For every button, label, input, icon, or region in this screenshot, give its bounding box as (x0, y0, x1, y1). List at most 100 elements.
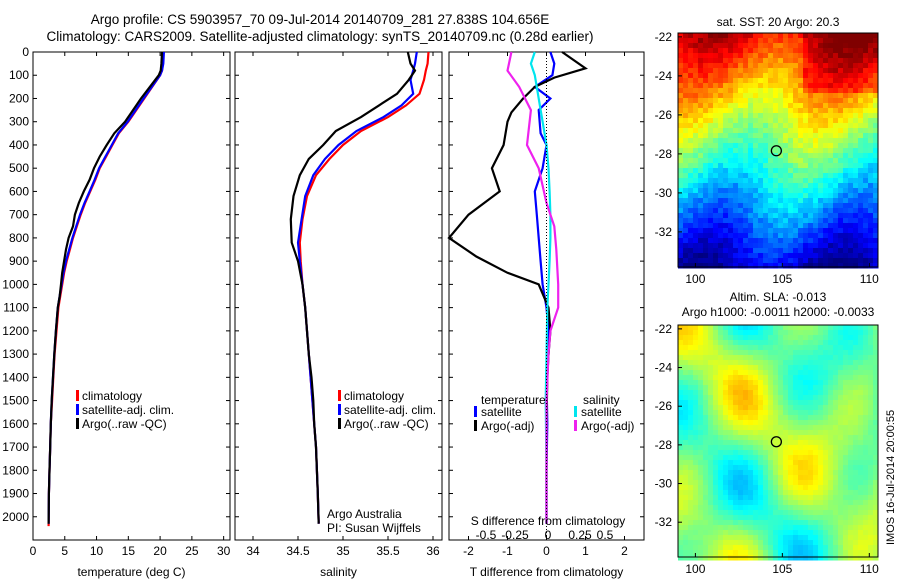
salinity-xtick-label: 34.5 (286, 544, 310, 558)
sla_map-ytick-label: -24 (655, 361, 673, 375)
difference-xtick-label: 1 (582, 544, 589, 558)
sla_map-ytick-label: -28 (655, 438, 673, 452)
sst_map-ytick-label: -32 (655, 225, 673, 239)
temperature-xtick-label: 30 (217, 544, 231, 558)
temperature-xtick-label: 5 (61, 544, 68, 558)
sla_map-ytick-label: -30 (655, 477, 673, 491)
difference-top-tick-label: 0 (545, 528, 552, 542)
depth-tick-label: 1700 (2, 440, 29, 454)
sst_map-ytick-label: -22 (655, 30, 673, 44)
sst_map-xtick-label: 105 (772, 272, 792, 286)
temperature-legend-entry-0: climatology (82, 389, 142, 403)
difference-legend-entry-0: satellite (481, 405, 522, 419)
depth-tick-label: 1800 (2, 463, 29, 477)
depth-tick-label: 1300 (2, 347, 29, 361)
difference-series-0 (532, 51, 556, 524)
sst_map-argo-location-marker (770, 145, 783, 157)
depth-tick-label: 800 (9, 231, 29, 245)
difference-top-tick-label: -0.25 (501, 528, 529, 542)
salinity-legend-entry-1: satellite-adj. clim. (344, 403, 436, 417)
difference-legend-entry-1: Argo(-adj) (481, 419, 534, 433)
temperature-legend-swatch-1 (76, 404, 79, 415)
difference-legend-swatch-3 (574, 420, 577, 431)
difference-xtick-label: -1 (502, 544, 513, 558)
header-line-2: Climatology: CARS2009. Satellite-adjuste… (46, 29, 594, 44)
difference-xtick-label: 0 (543, 544, 550, 558)
salinity-legend-entry-0: climatology (344, 389, 404, 403)
sst_map-xtick-label: 100 (685, 272, 705, 286)
header-line-1: Argo profile: CS 5903957_70 09-Jul-2014 … (90, 12, 550, 27)
sla_map-xtick-label: 110 (860, 562, 879, 576)
sst_map-ytick-label: -28 (655, 147, 673, 161)
sla_map-ytick-label: -22 (655, 322, 673, 336)
temperature-series-0 (47, 51, 165, 527)
sla_map-xtick-label: 100 (685, 562, 705, 576)
temperature-series-2 (47, 51, 164, 524)
depth-tick-label: 1900 (2, 487, 29, 501)
difference-xtick-label: -2 (463, 544, 474, 558)
depth-tick-label: 600 (9, 184, 29, 198)
difference-top-tick-label: 0.25 (568, 528, 592, 542)
depth-tick-label: 2000 (2, 510, 29, 524)
temperature-xtick-label: 15 (122, 544, 136, 558)
salinity-xtick-label: 35 (336, 544, 350, 558)
difference-top-axis-label: S difference from climatology (471, 514, 626, 528)
temperature-legend-entry-1: satellite-adj. clim. (82, 403, 174, 417)
sla_map-argo-location-marker (770, 436, 783, 448)
salinity-series-0 (298, 51, 430, 524)
difference-legend-title-1: salinity (583, 393, 620, 407)
depth-tick-label: 200 (9, 91, 29, 105)
difference-top-tick-label: -0.5 (476, 528, 497, 542)
salinity-xtick-label: 34 (246, 544, 260, 558)
salinity-xtick-label: 36 (426, 544, 440, 558)
sla_map-frame (677, 324, 879, 558)
salinity-legend-entry-2: Argo(..raw -QC) (344, 417, 429, 431)
sst_map-heatmap-cells (678, 33, 879, 269)
depth-tick-label: 900 (9, 254, 29, 268)
sst_map-ytick-label: -30 (655, 186, 673, 200)
temperature-xlabel: temperature (deg C) (77, 565, 185, 579)
temperature-xtick-label: 0 (30, 544, 37, 558)
difference-legend-entry-2: satellite (581, 405, 622, 419)
temperature-xtick-label: 10 (90, 544, 104, 558)
difference-legend-swatch-0 (474, 406, 477, 417)
depth-tick-label: 1600 (2, 417, 29, 431)
depth-tick-label: 1100 (3, 301, 29, 315)
imos-timestamp: IMOS 16-Jul-2014 20:00:55 (885, 410, 897, 545)
sla_map-xtick-label: 105 (772, 562, 792, 576)
depth-tick-label: 700 (9, 208, 29, 222)
depth-tick-label: 400 (9, 138, 29, 152)
difference-series-1 (447, 51, 589, 524)
sst_map-xtick-label: 110 (860, 272, 879, 286)
salinity-series-2 (289, 51, 417, 524)
sla-map-subtitle: Argo h1000: -0.0011 h2000: -0.0033 (682, 305, 875, 319)
sst_map-ytick-label: -24 (655, 69, 673, 83)
sla_map-ytick-label: -26 (655, 399, 673, 413)
salinity-axes-box (234, 51, 443, 541)
difference-legend-swatch-2 (574, 406, 577, 417)
temperature-xtick-label: 25 (185, 544, 199, 558)
difference-series-3 (506, 51, 560, 524)
difference-xlabel: T difference from climatology (470, 565, 624, 579)
sla_map-heatmap-cells (678, 325, 879, 561)
sst_map-ytick-label: -26 (655, 108, 673, 122)
depth-tick-label: 1500 (2, 394, 29, 408)
difference-legend-title-0: temperature (481, 393, 546, 407)
sla_map-ytick-label: -32 (655, 515, 673, 529)
salinity-annotation-1: PI: Susan Wijffels (327, 521, 421, 535)
depth-tick-label: 300 (9, 115, 29, 129)
salinity-legend-swatch-2 (338, 418, 341, 429)
difference-legend-swatch-1 (474, 420, 477, 431)
sst_map-frame (677, 32, 879, 268)
depth-tick-label: 1200 (2, 324, 29, 338)
temperature-legend-entry-2: Argo(..raw -QC) (82, 417, 167, 431)
depth-tick-label: 100 (9, 68, 29, 82)
depth-tick-label: 0 (22, 45, 29, 59)
temperature-series-1 (47, 51, 165, 524)
temperature-legend-swatch-0 (76, 390, 79, 401)
salinity-xlabel: salinity (320, 565, 357, 579)
salinity-annotation-0: Argo Australia (327, 507, 402, 521)
difference-legend-entry-3: Argo(-adj) (581, 419, 634, 433)
salinity-legend-swatch-0 (338, 390, 341, 401)
